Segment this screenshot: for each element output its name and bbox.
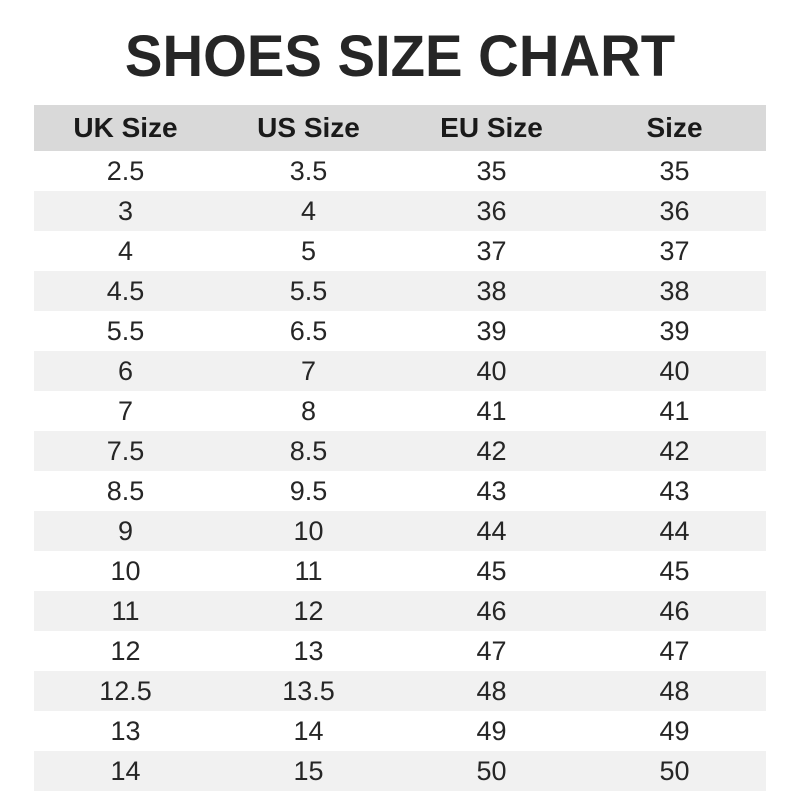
table-cell: 9 [34,511,217,551]
column-header-uk-size: UK Size [34,105,217,151]
table-cell: 36 [400,191,583,231]
table-cell: 5 [217,231,400,271]
table-row: 13 14 49 49 [34,711,766,751]
table-cell: 4 [34,231,217,271]
table-cell: 5.5 [217,271,400,311]
table-row: 4 5 37 37 [34,231,766,271]
table-cell: 48 [583,671,766,711]
table-cell: 8 [217,391,400,431]
table-cell: 6.5 [217,311,400,351]
table-row: 10 11 45 45 [34,551,766,591]
table-cell: 13.5 [217,671,400,711]
table-cell: 46 [400,591,583,631]
size-table-body: 2.5 3.5 35 35 3 4 36 36 4 5 37 37 4.5 5.5 38 38 5.5 6.5 39… [34,151,766,791]
table-cell: 47 [583,631,766,671]
column-header-us-size: US Size [217,105,400,151]
table-cell: 46 [583,591,766,631]
table-cell: 49 [400,711,583,751]
table-cell: 38 [583,271,766,311]
table-cell: 49 [583,711,766,751]
table-cell: 40 [400,351,583,391]
page-title: SHOES SIZE CHART [124,24,676,89]
table-cell: 6 [34,351,217,391]
table-cell: 7 [217,351,400,391]
table-row: 4.5 5.5 38 38 [34,271,766,311]
table-cell: 50 [400,751,583,791]
table-cell: 47 [400,631,583,671]
table-cell: 12 [34,631,217,671]
table-cell: 37 [400,231,583,271]
table-cell: 44 [583,511,766,551]
table-cell: 10 [217,511,400,551]
table-row: 14 15 50 50 [34,751,766,791]
table-row: 11 12 46 46 [34,591,766,631]
table-cell: 3 [34,191,217,231]
table-cell: 39 [583,311,766,351]
table-cell: 7 [34,391,217,431]
table-row: 7.5 8.5 42 42 [34,431,766,471]
table-row: 3 4 36 36 [34,191,766,231]
table-cell: 4 [217,191,400,231]
table-cell: 14 [217,711,400,751]
table-cell: 45 [583,551,766,591]
table-cell: 38 [400,271,583,311]
table-cell: 5.5 [34,311,217,351]
table-cell: 13 [217,631,400,671]
table-cell: 9.5 [217,471,400,511]
table-row: 12 13 47 47 [34,631,766,671]
table-cell: 7.5 [34,431,217,471]
table-row: 5.5 6.5 39 39 [34,311,766,351]
table-cell: 4.5 [34,271,217,311]
table-cell: 39 [400,311,583,351]
size-table: UK Size US Size EU Size Size 2.5 3.5 35 35 3… [34,105,766,791]
table-cell: 36 [583,191,766,231]
table-cell: 40 [583,351,766,391]
table-cell: 42 [583,431,766,471]
table-cell: 45 [400,551,583,591]
table-row: 9 10 44 44 [34,511,766,551]
table-cell: 8.5 [34,471,217,511]
column-header-size: Size [583,105,766,151]
table-cell: 35 [583,151,766,191]
table-cell: 42 [400,431,583,471]
table-cell: 43 [400,471,583,511]
table-cell: 44 [400,511,583,551]
table-cell: 43 [583,471,766,511]
column-header-eu-size: EU Size [400,105,583,151]
table-cell: 41 [400,391,583,431]
table-row: 8.5 9.5 43 43 [34,471,766,511]
table-row: 2.5 3.5 35 35 [34,151,766,191]
table-cell: 41 [583,391,766,431]
table-row: 12.5 13.5 48 48 [34,671,766,711]
table-cell: 12.5 [34,671,217,711]
table-cell: 50 [583,751,766,791]
table-cell: 10 [34,551,217,591]
table-cell: 35 [400,151,583,191]
table-cell: 3.5 [217,151,400,191]
table-cell: 11 [34,591,217,631]
table-cell: 2.5 [34,151,217,191]
size-table-header: UK Size US Size EU Size Size [34,105,766,151]
table-cell: 8.5 [217,431,400,471]
header-row: UK Size US Size EU Size Size [34,105,766,151]
table-row: 7 8 41 41 [34,391,766,431]
table-cell: 13 [34,711,217,751]
table-cell: 48 [400,671,583,711]
table-cell: 15 [217,751,400,791]
table-row: 6 7 40 40 [34,351,766,391]
table-cell: 14 [34,751,217,791]
table-cell: 11 [217,551,400,591]
table-cell: 37 [583,231,766,271]
table-cell: 12 [217,591,400,631]
